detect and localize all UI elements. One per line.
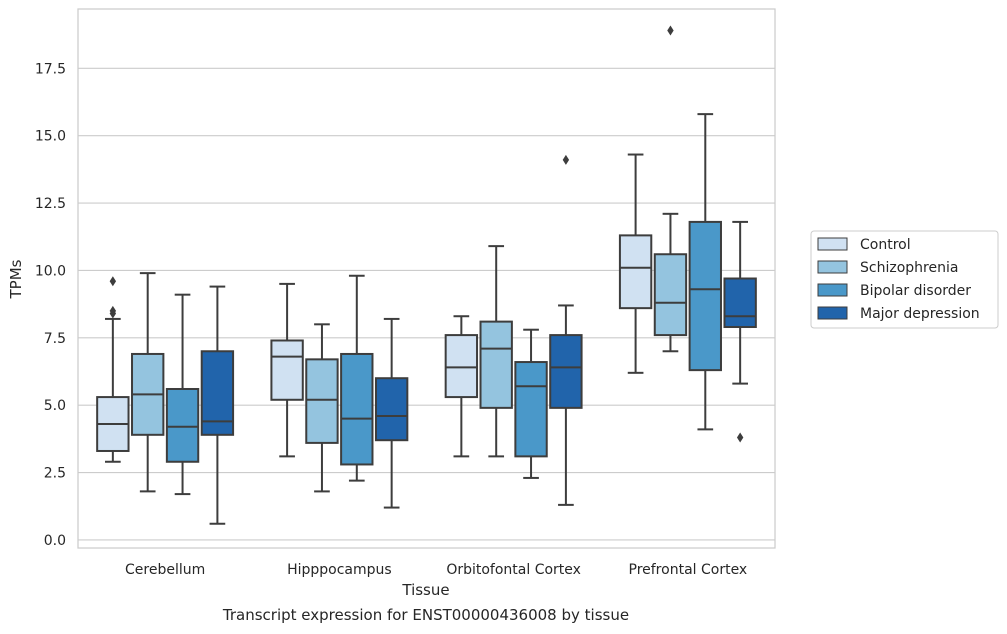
box-iqr	[305, 358, 339, 444]
box-major-depression	[549, 154, 583, 506]
legend: Control Schizophrenia Bipolar disorder Majo…	[810, 230, 999, 329]
legend-swatch	[817, 237, 848, 251]
x-tick-label: Prefrontal Cortex	[629, 562, 748, 578]
box-iqr	[479, 320, 513, 409]
box-control	[96, 276, 130, 463]
plot-frame	[77, 8, 776, 549]
box-bipolar-disorder	[688, 113, 722, 431]
box-control	[270, 282, 304, 458]
legend-label: Major depression	[860, 306, 980, 322]
box-major-depression	[723, 220, 757, 443]
box-iqr	[549, 334, 583, 409]
y-tick-label: 15.0	[35, 129, 66, 145]
box-iqr	[444, 334, 479, 399]
outlier-point	[109, 308, 117, 319]
legend-label: Control	[860, 237, 911, 253]
box-control	[444, 315, 479, 458]
box-iqr	[653, 253, 688, 337]
y-tick-label: 5.0	[44, 398, 66, 414]
legend-swatch	[817, 260, 848, 274]
x-tick-label: Orbitofontal Cortex	[446, 562, 581, 578]
box-iqr	[514, 361, 548, 458]
box-schizophrenia	[305, 323, 339, 493]
x-tick-label: Hipppocampus	[287, 562, 392, 578]
x-tick-labels: Cerebellum Hipppocampus Orbitofontal Corte…	[125, 562, 747, 578]
outlier-point	[109, 276, 117, 287]
outlier-point	[736, 432, 744, 443]
y-tick-label: 7.5	[44, 331, 66, 347]
box-bipolar-disorder	[165, 293, 200, 496]
y-tick-label: 17.5	[35, 61, 66, 77]
legend-swatch	[817, 306, 848, 320]
y-tick-labels: 0.0 2.5 5.0 7.5 10.0 12.5 15.0 17.5	[35, 61, 66, 549]
box-schizophrenia	[653, 25, 688, 353]
box-iqr	[340, 352, 374, 466]
legend-swatch	[817, 283, 848, 297]
legend-label: Schizophrenia	[860, 260, 958, 276]
y-tick-label: 2.5	[44, 466, 66, 482]
y-axis-label: TPMs	[7, 259, 25, 299]
box-schizophrenia	[479, 245, 513, 458]
y-tick-label: 0.0	[44, 533, 66, 549]
box-iqr	[723, 277, 757, 329]
box-bipolar-disorder	[514, 328, 548, 479]
box-bipolar-disorder	[340, 274, 374, 482]
box-major-depression	[200, 285, 235, 525]
box-iqr	[270, 339, 304, 401]
x-tick-label: Cerebellum	[125, 562, 205, 578]
y-tick-label: 12.5	[35, 196, 66, 212]
box-major-depression	[374, 317, 409, 509]
box-iqr	[374, 377, 409, 442]
legend-label: Bipolar disorder	[860, 283, 971, 299]
outlier-point	[667, 25, 674, 36]
y-tick-label: 10.0	[35, 263, 66, 279]
box-plot-series	[96, 25, 757, 525]
box-control	[618, 153, 653, 374]
x-axis-label: Tissue	[401, 581, 449, 599]
legend-frame	[810, 230, 999, 329]
box-iqr	[618, 234, 653, 310]
box-schizophrenia	[131, 272, 165, 493]
outlier-point	[562, 154, 570, 165]
box-iqr	[688, 220, 722, 372]
box-iqr	[165, 387, 200, 463]
figure-caption: Transcript expression for ENST0000043600…	[222, 606, 630, 624]
